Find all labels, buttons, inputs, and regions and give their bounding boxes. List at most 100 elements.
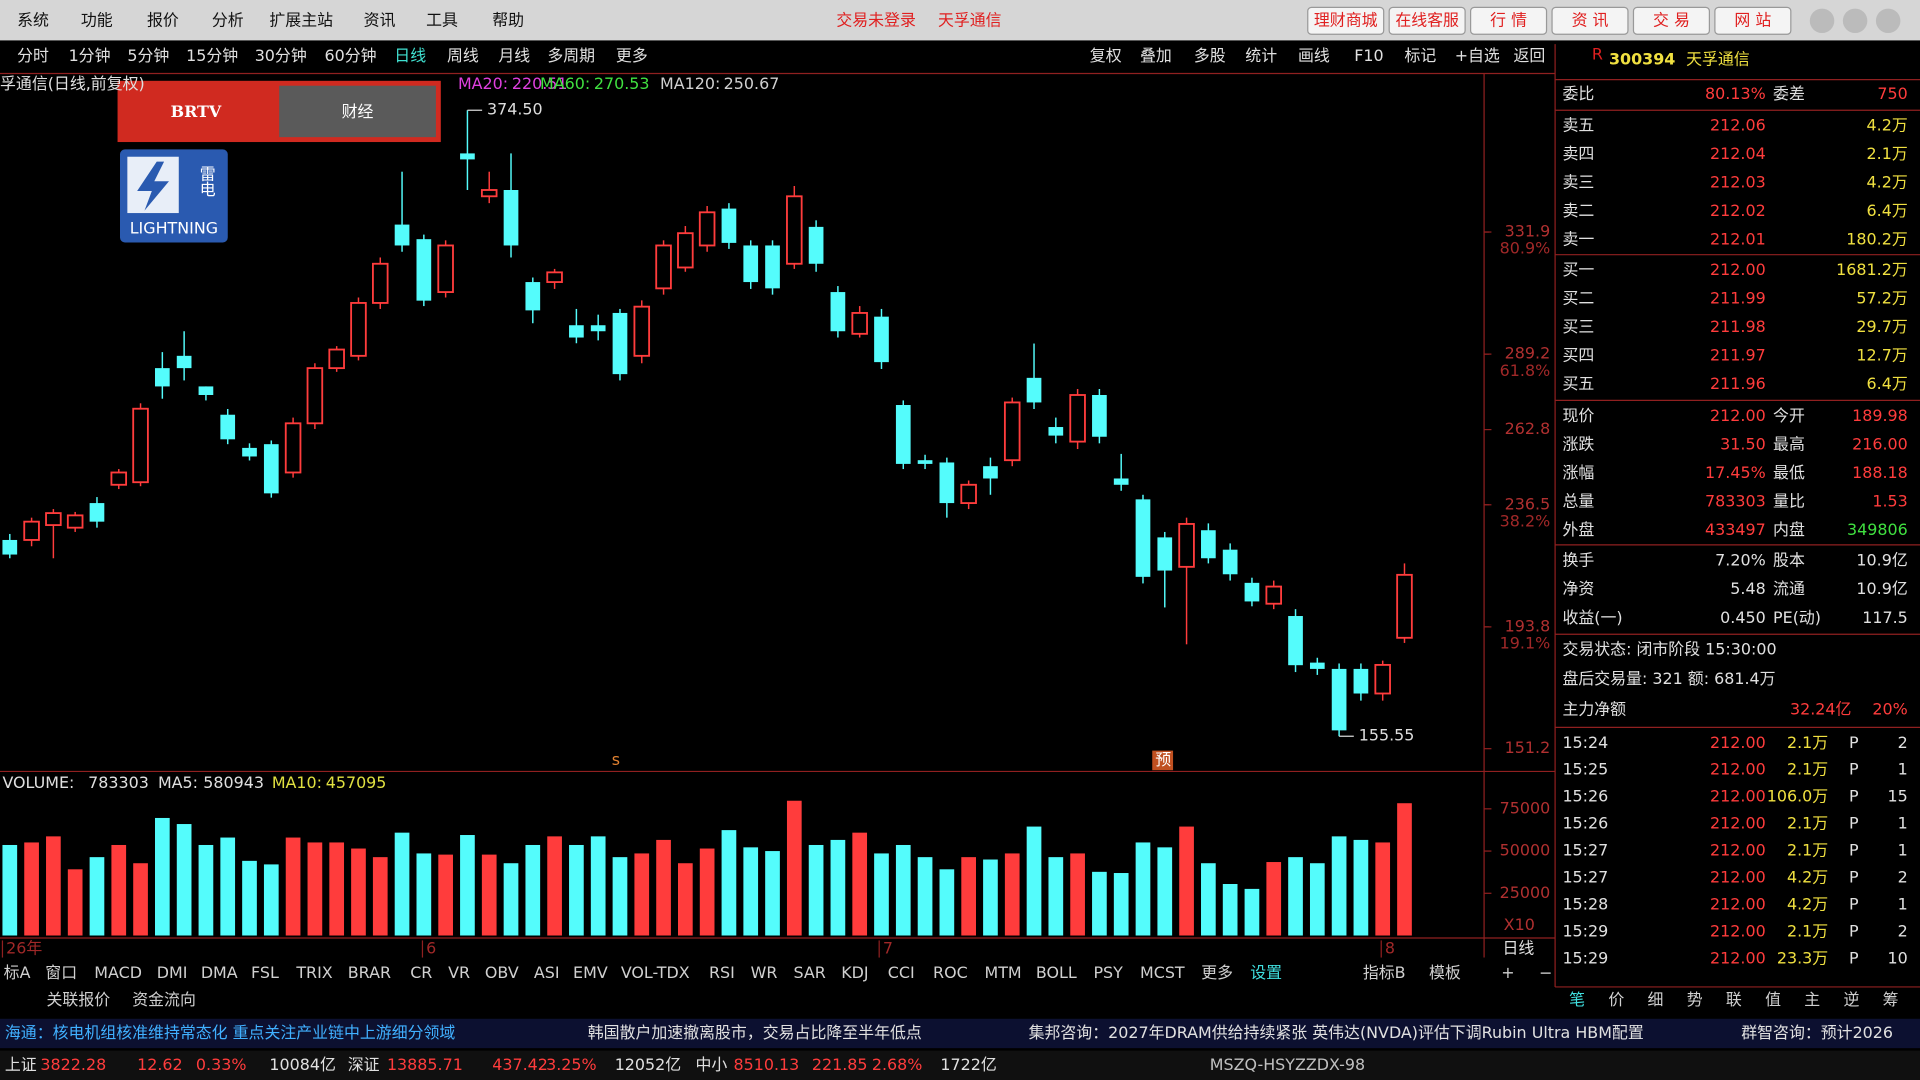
period-tab[interactable]: 多周期 — [547, 46, 595, 65]
period-tab[interactable]: 60分钟 — [324, 46, 376, 65]
menu-button-bg[interactable] — [1632, 6, 1711, 35]
menu-button-bg[interactable] — [1551, 6, 1629, 35]
quote-tab[interactable]: 联 — [1726, 990, 1742, 1009]
news-item[interactable]: 韩国散户加速撤离股市，交易占比降至半年低点 — [588, 1023, 922, 1042]
news-item[interactable]: 海通：核电机组核准维持常态化 重点关注产业链中上游细分领域 — [5, 1023, 456, 1042]
indicator-tab[interactable]: VR — [448, 963, 470, 982]
tool-button[interactable]: 统计 — [1245, 46, 1277, 65]
indicator-tab[interactable]: TRIX — [295, 963, 332, 982]
period-tab[interactable]: 日线 — [394, 46, 426, 65]
indicator-tab[interactable]: VOL-TDX — [621, 963, 690, 982]
menu-item[interactable]: 功能 — [81, 10, 113, 29]
period-tab[interactable]: 1分钟 — [69, 46, 111, 65]
indicator-tab[interactable]: DMI — [157, 963, 188, 982]
indicator-tab[interactable]: 设置 — [1250, 963, 1282, 982]
minimize-button[interactable] — [1809, 8, 1835, 34]
sub-tab[interactable]: 关联报价 — [47, 990, 111, 1009]
menu-button[interactable]: 网 站 — [1734, 10, 1771, 29]
quote-tab[interactable]: 筹 — [1883, 990, 1899, 1009]
close-button[interactable] — [1875, 8, 1901, 34]
indicator-tab[interactable]: FSL — [251, 963, 279, 982]
indicator-control[interactable]: 指标B — [1363, 963, 1406, 982]
indicator-tab[interactable]: CCI — [888, 963, 915, 982]
period-tab[interactable]: 月线 — [498, 46, 530, 65]
menu-button-bg[interactable] — [1388, 6, 1466, 35]
indicator-tab[interactable]: MTM — [984, 963, 1021, 982]
sub-tab[interactable]: 资金流向 — [132, 990, 196, 1009]
candle-body — [176, 355, 192, 369]
indicator-tab[interactable]: OBV — [485, 963, 519, 982]
index-value: 437.42 — [492, 1055, 548, 1074]
menu-item[interactable]: 帮助 — [492, 10, 524, 29]
indicator-control[interactable]: + — [1501, 963, 1514, 982]
indicator-tab[interactable]: SAR — [793, 963, 825, 982]
volume-bar — [1004, 853, 1020, 936]
indicator-tab[interactable]: BRAR — [348, 963, 391, 982]
trade-time: 15:24 — [1562, 733, 1608, 752]
menu-item[interactable]: 分析 — [212, 10, 244, 29]
indicator-control[interactable]: − — [1539, 963, 1552, 982]
quote-value: 188.18 — [1852, 463, 1908, 482]
candle-body — [503, 189, 519, 246]
menu-button[interactable]: 行 情 — [1490, 10, 1527, 29]
tool-button[interactable]: 画线 — [1298, 46, 1330, 65]
indicator-tab[interactable]: KDJ — [841, 963, 868, 982]
news-item[interactable]: 群智咨询：预计2026 — [1741, 1023, 1893, 1042]
quote-tab[interactable]: 笔 — [1569, 990, 1585, 1009]
menu-button[interactable]: 资 讯 — [1572, 10, 1609, 29]
quote-tab[interactable]: 主 — [1804, 990, 1820, 1009]
period-tab[interactable]: 更多 — [616, 46, 648, 65]
indicator-control[interactable]: 模板 — [1429, 963, 1461, 982]
indicator-tab[interactable]: EMV — [573, 963, 608, 982]
indicator-tab[interactable]: CR — [410, 963, 432, 982]
trade-time: 15:26 — [1562, 814, 1608, 833]
quote-tab[interactable]: 细 — [1648, 990, 1664, 1009]
indicator-tab[interactable]: ROC — [933, 963, 968, 982]
y-tick-label: 289.2 — [1505, 344, 1551, 363]
volume-bar — [481, 854, 497, 936]
period-tab[interactable]: 5分钟 — [127, 46, 169, 65]
period-tab[interactable]: 30分钟 — [255, 46, 307, 65]
tool-button[interactable]: 返回 — [1513, 46, 1545, 65]
trade-volume: 2.1万 — [1787, 733, 1828, 752]
menu-button-bg[interactable] — [1470, 6, 1548, 35]
menu-button[interactable]: 交 易 — [1653, 10, 1690, 29]
indicator-tab[interactable]: 窗口 — [45, 963, 77, 982]
menu-button[interactable]: 理财商城 — [1314, 10, 1378, 29]
indicator-tab[interactable]: PSY — [1093, 963, 1123, 982]
menu-button-bg[interactable] — [1714, 6, 1792, 35]
menu-button-bg[interactable] — [1307, 6, 1385, 35]
menu-item[interactable]: 扩展主站 — [269, 10, 333, 29]
tool-button[interactable]: F10 — [1354, 46, 1383, 65]
maximize-button[interactable] — [1842, 8, 1868, 34]
order-volume: 29.7万 — [1856, 317, 1907, 336]
tool-button[interactable]: 标记 — [1404, 46, 1436, 65]
indicator-tab[interactable]: BOLL — [1036, 963, 1077, 982]
indicator-tab[interactable]: MACD — [94, 963, 142, 982]
indicator-tab[interactable]: 标A — [4, 963, 31, 982]
quote-tab[interactable]: 逆 — [1843, 990, 1859, 1009]
menu-item[interactable]: 工具 — [426, 10, 458, 29]
period-tab[interactable]: 15分钟 — [186, 46, 238, 65]
period-tab[interactable]: 周线 — [447, 46, 479, 65]
period-tab[interactable]: 分时 — [17, 46, 49, 65]
quote-tab[interactable]: 值 — [1765, 990, 1781, 1009]
indicator-tab[interactable]: MCST — [1140, 963, 1185, 982]
indicator-tab[interactable]: 更多 — [1201, 963, 1233, 982]
volume-bar — [547, 836, 562, 936]
indicator-tab[interactable]: WR — [751, 963, 778, 982]
menu-button[interactable]: 在线客服 — [1395, 10, 1459, 29]
menu-item[interactable]: 资讯 — [364, 10, 396, 29]
quote-tab[interactable]: 价 — [1608, 990, 1624, 1009]
tool-button[interactable]: 多股 — [1194, 46, 1226, 65]
indicator-tab[interactable]: DMA — [201, 963, 238, 982]
indicator-tab[interactable]: RSI — [709, 963, 735, 982]
news-item[interactable]: 集邦咨询：2027年DRAM供给持续紧张 英伟达(NVDA)评估下调Rubin … — [1029, 1023, 1644, 1042]
tool-button[interactable]: 复权 — [1090, 46, 1122, 65]
tool-button[interactable]: 叠加 — [1140, 46, 1172, 65]
menu-item[interactable]: 报价 — [147, 10, 179, 29]
quote-tab[interactable]: 势 — [1687, 990, 1703, 1009]
menu-item[interactable]: 系统 — [17, 10, 49, 29]
indicator-tab[interactable]: ASI — [534, 963, 560, 982]
tool-button[interactable]: +自选 — [1455, 46, 1500, 65]
